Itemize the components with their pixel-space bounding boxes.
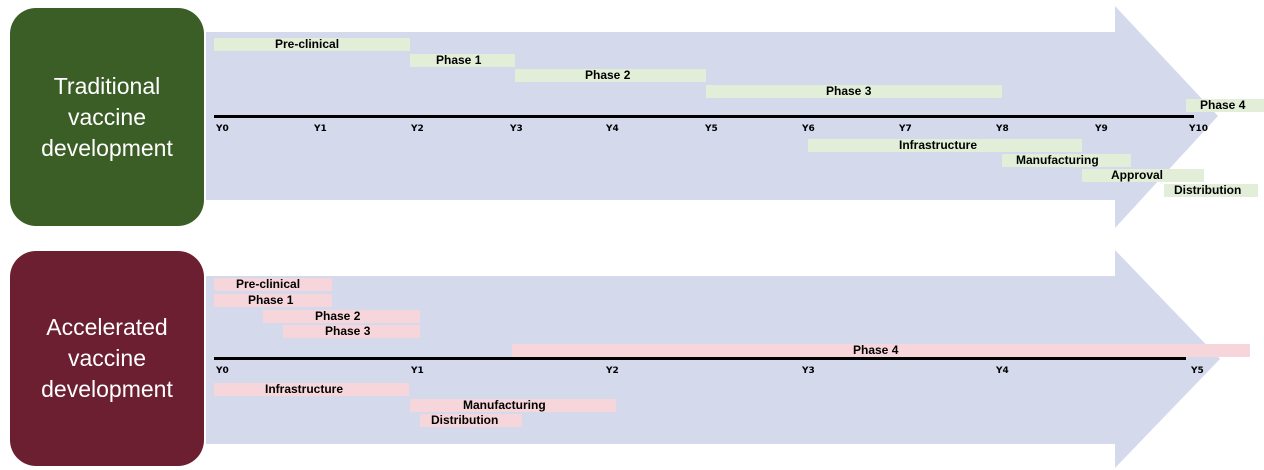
trad-bar-preclinical-label: Pre-clinical: [275, 37, 340, 51]
acc-tick-0: Y0: [216, 366, 229, 376]
acc-bar-phase3-label: Phase 3: [325, 324, 371, 338]
acc-tick-2: Y2: [606, 366, 619, 376]
trad-bar-approval-label: Approval: [1111, 168, 1164, 182]
trad-bar-phase3: Phase 3: [706, 84, 1002, 98]
traditional-title-box: Traditional vaccine development: [10, 8, 204, 226]
trad-bar-phase4-label: Phase 4: [1200, 98, 1246, 112]
traditional-title: Traditional vaccine development: [41, 72, 173, 161]
acc-bar-infrastructure-label: Infrastructure: [265, 382, 344, 396]
trad-tick-10: Y10: [1189, 124, 1209, 134]
acc-bar-phase1: Phase 1: [214, 293, 332, 307]
trad-bar-phase1-label: Phase 1: [436, 53, 482, 67]
trad-tick-7: Y7: [899, 124, 912, 134]
acc-bar-preclinical-label: Pre-clinical: [236, 277, 301, 291]
accelerated-title-box: Accelerated vaccine development: [10, 251, 204, 466]
trad-tick-4: Y4: [606, 124, 619, 134]
trad-bar-phase2-label: Phase 2: [585, 68, 631, 82]
acc-bar-phase4: Phase 4: [512, 343, 1250, 357]
trad-tick-0: Y0: [216, 124, 229, 134]
trad-bar-manufacturing-label: Manufacturing: [1016, 153, 1099, 167]
accelerated-axis: [214, 357, 1186, 360]
acc-tick-3: Y3: [802, 366, 815, 376]
trad-bar-phase4: Phase 4: [1186, 98, 1264, 112]
trad-bar-distribution-label: Distribution: [1174, 183, 1242, 197]
acc-bar-phase1-label: Phase 1: [248, 293, 294, 307]
trad-tick-1: Y1: [314, 124, 327, 134]
acc-bar-distribution-label: Distribution: [431, 413, 499, 427]
trad-tick-6: Y6: [802, 124, 815, 134]
acc-bar-manufacturing-label: Manufacturing: [463, 398, 546, 412]
traditional-panel: Traditional vaccine development Y0 Y1 Y2…: [10, 6, 1264, 228]
trad-bar-infrastructure: Infrastructure: [808, 138, 1082, 152]
trad-bar-phase1: Phase 1: [410, 53, 515, 67]
acc-bar-distribution: Distribution: [420, 413, 522, 427]
acc-tick-4: Y4: [996, 366, 1009, 376]
accelerated-title: Accelerated vaccine development: [41, 314, 173, 402]
trad-bar-phase2: Phase 2: [515, 68, 706, 82]
acc-bar-phase2-label: Phase 2: [315, 309, 361, 323]
acc-bar-preclinical: Pre-clinical: [214, 277, 332, 291]
trad-bar-preclinical: Pre-clinical: [214, 37, 410, 51]
trad-tick-8: Y8: [996, 124, 1009, 134]
acc-tick-5: Y5: [1191, 366, 1204, 376]
trad-tick-9: Y9: [1095, 124, 1108, 134]
trad-tick-3: Y3: [510, 124, 523, 134]
trad-tick-5: Y5: [705, 124, 718, 134]
acc-bar-phase2: Phase 2: [263, 309, 420, 323]
trad-bar-approval: Approval: [1082, 168, 1204, 182]
trad-tick-2: Y2: [411, 124, 424, 134]
acc-tick-1: Y1: [411, 366, 424, 376]
accelerated-panel: Accelerated vaccine development Y0 Y1 Y2…: [0, 235, 1264, 470]
acc-bar-phase3: Phase 3: [283, 324, 420, 338]
acc-bar-infrastructure: Infrastructure: [214, 382, 409, 396]
traditional-axis: [214, 115, 1194, 118]
acc-bar-manufacturing: Manufacturing: [410, 398, 616, 412]
trad-bar-infrastructure-label: Infrastructure: [899, 138, 978, 152]
trad-bar-manufacturing: Manufacturing: [1002, 153, 1131, 167]
trad-bar-phase3-label: Phase 3: [826, 84, 872, 98]
acc-bar-phase4-label: Phase 4: [853, 343, 899, 357]
trad-bar-distribution: Distribution: [1164, 183, 1258, 197]
